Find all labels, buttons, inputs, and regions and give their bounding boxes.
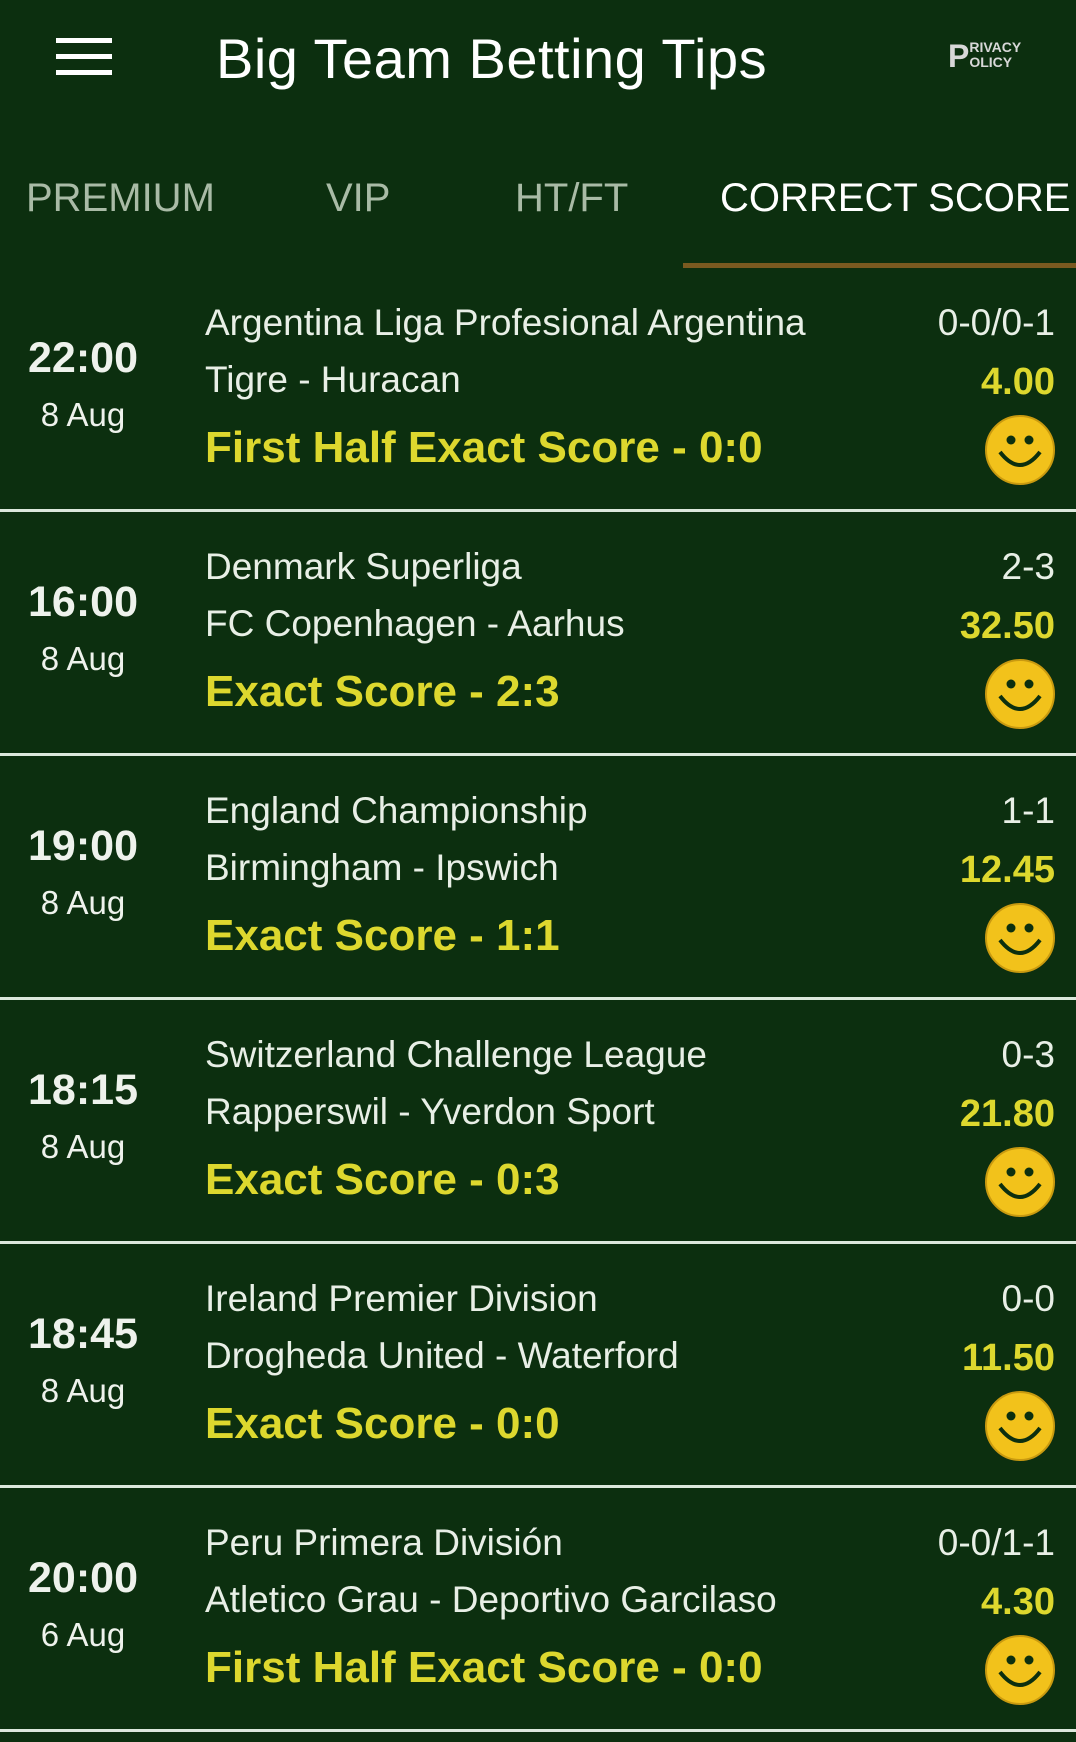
match-date: 8 Aug xyxy=(40,1372,126,1409)
tip-row[interactable]: 18:45 8 Aug Ireland Premier Division Dro… xyxy=(0,1244,1076,1488)
privacy-logo-line1: RIVACY xyxy=(969,39,1022,55)
odds: 12.45 xyxy=(959,849,1055,891)
league-name: Argentina Liga Profesional Argentina xyxy=(205,302,806,343)
final-score: 0-0 xyxy=(1001,1278,1055,1319)
match-teams: Rapperswil - Yverdon Sport xyxy=(205,1091,655,1132)
match-date: 8 Aug xyxy=(40,1128,126,1165)
league-name: Denmark Superliga xyxy=(205,546,522,587)
odds: 32.50 xyxy=(959,605,1055,647)
tab-ht-ft[interactable]: HT/FT xyxy=(515,176,629,220)
match-time: 20:00 xyxy=(28,1554,138,1602)
privacy-logo-letter: P xyxy=(948,38,970,74)
league-name: England Championship xyxy=(205,790,588,831)
match-teams: Drogheda United - Waterford xyxy=(205,1335,679,1376)
smiley-icon xyxy=(984,1390,1056,1462)
tip-prediction: Exact Score - 0:0 xyxy=(205,1399,560,1448)
tab-bar: PREMIUM VIP HT/FT CORRECT SCORE xyxy=(0,150,1076,268)
hamburger-menu-icon[interactable] xyxy=(56,38,112,78)
match-time: 16:00 xyxy=(28,578,138,626)
tip-prediction: First Half Exact Score - 0:0 xyxy=(205,423,763,472)
odds: 21.80 xyxy=(959,1093,1055,1135)
league-name: Ireland Premier Division xyxy=(205,1278,598,1319)
match-date: 8 Aug xyxy=(40,640,126,677)
tip-prediction: First Half Exact Score - 0:0 xyxy=(205,1643,763,1692)
tips-list: 22:00 8 Aug Argentina Liga Profesional A… xyxy=(0,268,1076,1732)
tip-row[interactable]: 20:00 6 Aug Peru Primera División Atleti… xyxy=(0,1488,1076,1732)
final-score: 0-0/0-1 xyxy=(937,302,1055,343)
league-name: Peru Primera División xyxy=(205,1522,563,1563)
tip-prediction: Exact Score - 2:3 xyxy=(205,667,560,716)
final-score: 0-0/1-1 xyxy=(937,1522,1055,1563)
tab-premium[interactable]: PREMIUM xyxy=(26,176,215,220)
match-teams: FC Copenhagen - Aarhus xyxy=(205,603,625,644)
privacy-logo-line2: OLICY xyxy=(969,54,1013,70)
odds: 4.00 xyxy=(981,361,1055,403)
app-title: Big Team Betting Tips xyxy=(216,27,768,90)
app-bar: Big Team Betting Tips P RIVACY OLICY xyxy=(0,0,1076,120)
match-date: 6 Aug xyxy=(40,1616,126,1653)
tip-prediction: Exact Score - 1:1 xyxy=(205,911,560,960)
tip-prediction: Exact Score - 0:3 xyxy=(205,1155,560,1204)
odds: 11.50 xyxy=(962,1337,1055,1379)
final-score: 2-3 xyxy=(1001,546,1055,587)
smiley-icon xyxy=(984,414,1056,486)
match-teams: Birmingham - Ipswich xyxy=(205,847,559,888)
active-tab-indicator xyxy=(683,263,1076,268)
tab-vip[interactable]: VIP xyxy=(326,176,391,220)
tab-correct-score[interactable]: CORRECT SCORE xyxy=(720,176,1071,220)
match-date: 8 Aug xyxy=(40,884,126,921)
smiley-icon xyxy=(984,902,1056,974)
tip-row[interactable]: 16:00 8 Aug Denmark Superliga FC Copenha… xyxy=(0,512,1076,756)
tip-row[interactable]: 22:00 8 Aug Argentina Liga Profesional A… xyxy=(0,268,1076,512)
final-score: 0-3 xyxy=(1001,1034,1055,1075)
tip-row[interactable]: 18:15 8 Aug Switzerland Challenge League… xyxy=(0,1000,1076,1244)
privacy-policy-button[interactable]: P RIVACY OLICY xyxy=(948,38,1048,74)
match-time: 18:15 xyxy=(28,1066,138,1114)
match-teams: Tigre - Huracan xyxy=(205,359,461,400)
smiley-icon xyxy=(984,1634,1056,1706)
match-time: 22:00 xyxy=(28,334,138,382)
smiley-icon xyxy=(984,658,1056,730)
odds: 4.30 xyxy=(981,1581,1055,1623)
match-date: 8 Aug xyxy=(40,396,126,433)
league-name: Switzerland Challenge League xyxy=(205,1034,707,1075)
match-time: 18:45 xyxy=(28,1310,138,1358)
final-score: 1-1 xyxy=(1001,790,1055,831)
match-time: 19:00 xyxy=(28,822,138,870)
tip-row[interactable]: 19:00 8 Aug England Championship Birming… xyxy=(0,756,1076,1000)
match-teams: Atletico Grau - Deportivo Garcilaso xyxy=(205,1579,777,1620)
smiley-icon xyxy=(984,1146,1056,1218)
